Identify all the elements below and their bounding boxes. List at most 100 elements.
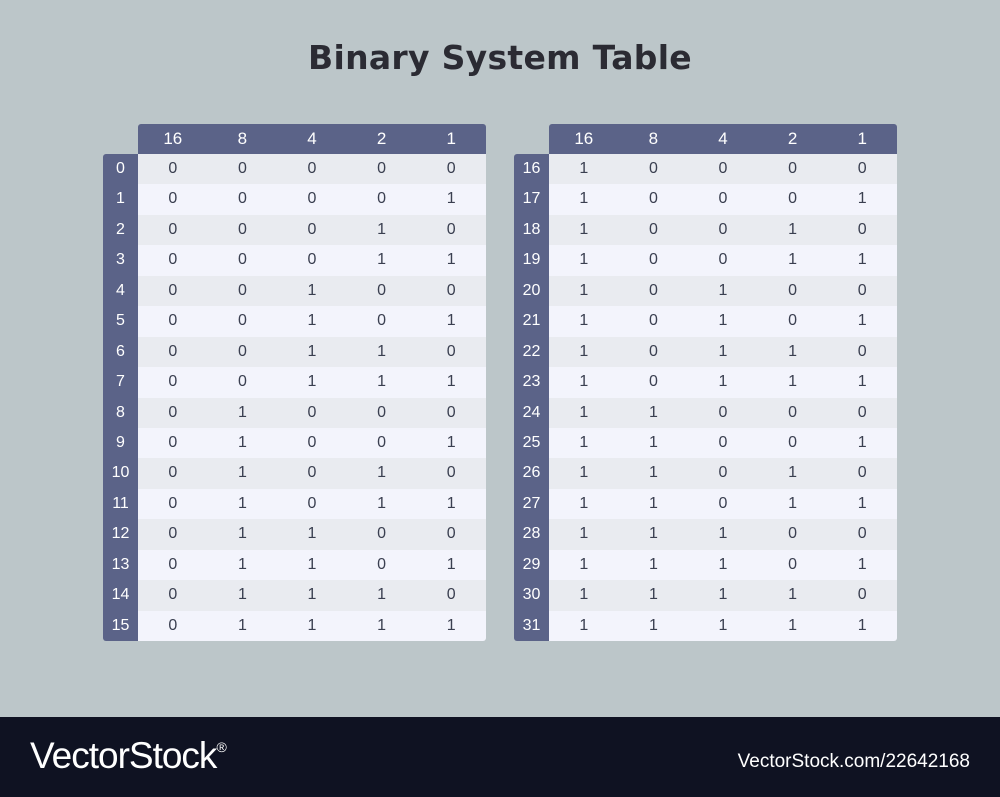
bit-cell: 0 <box>168 525 178 543</box>
bit-cell: 1 <box>788 373 798 391</box>
bit-cell: 0 <box>446 281 456 299</box>
row-label: 12 <box>111 525 130 543</box>
bit-cell: 1 <box>579 525 589 543</box>
bit-cell: 1 <box>718 525 728 543</box>
row-label: 6 <box>116 342 125 360</box>
row-label: 4 <box>116 281 125 299</box>
bit-cell: 0 <box>168 160 178 177</box>
bit-cell: 0 <box>237 342 247 360</box>
bit-cell: 0 <box>237 312 247 330</box>
bit-cell: 0 <box>168 342 178 360</box>
table-row: 1 1 1 1 0 <box>549 580 897 611</box>
bit-cell: 1 <box>307 555 317 573</box>
table-row: 0 0 0 0 0 <box>138 154 486 185</box>
bit-cell: 1 <box>857 494 867 512</box>
bit-cell: 1 <box>857 373 867 391</box>
table-row: 0 0 1 0 1 <box>138 306 486 337</box>
bit-cell: 0 <box>857 342 867 360</box>
bit-cell: 0 <box>168 616 178 634</box>
row-label: 16 <box>522 160 541 177</box>
table-row: 1 0 0 1 0 <box>549 214 897 246</box>
bit-cell: 1 <box>857 251 867 269</box>
table-body: 0 0 0 0 0 0 0 0 0 1 0 0 0 1 0 0 0 0 1 1 0 0 1 0 0 0 0 1 0 1 0 0 1 1 0 0 0 1 1 1… <box>138 154 486 641</box>
bit-cell: 0 <box>377 160 387 177</box>
bit-cell: 1 <box>579 312 589 330</box>
bit-cell: 1 <box>648 525 658 543</box>
header-cell: 2 <box>787 129 798 148</box>
bit-cell: 0 <box>446 342 456 360</box>
bit-cell: 0 <box>446 160 456 177</box>
table-row: 1 0 0 0 1 <box>549 184 897 215</box>
header-cell: 8 <box>648 129 659 148</box>
bit-cell: 0 <box>648 312 658 330</box>
row-label: 21 <box>522 312 541 330</box>
bit-cell: 1 <box>446 373 456 391</box>
bit-cell: 0 <box>237 220 247 238</box>
bit-cell: 1 <box>446 494 456 512</box>
bit-cell: 1 <box>377 464 387 482</box>
bit-cell: 1 <box>237 433 247 451</box>
bit-cell: 1 <box>307 525 317 543</box>
row-label: 20 <box>522 281 541 299</box>
bit-cell: 0 <box>168 586 178 604</box>
table-row: 1 1 0 1 0 <box>549 458 897 489</box>
watermark-footer: VectorStock® VectorStock.com/22642168 <box>0 717 1000 797</box>
logo-text: VectorStock <box>30 735 217 776</box>
bit-cell: 1 <box>718 281 728 299</box>
binary-table-right: 16 8 4 2 1 16 17 18 19 20 21 22 23 24 25 26 27 28 29 3… <box>514 124 897 641</box>
bit-cell: 0 <box>718 190 728 208</box>
bit-cell: 1 <box>237 403 247 421</box>
bit-cell: 0 <box>377 403 387 421</box>
bit-cell: 0 <box>718 160 728 177</box>
bit-cell: 1 <box>718 555 728 573</box>
row-label: 7 <box>116 373 125 391</box>
table-row: 1 0 1 1 1 <box>549 367 897 398</box>
table-header: 16 8 4 2 1 <box>549 124 897 154</box>
table-row: 0 1 0 1 1 <box>138 488 486 520</box>
bit-cell: 0 <box>446 525 456 543</box>
bit-cell: 1 <box>579 220 589 238</box>
bit-cell: 0 <box>788 525 798 543</box>
bit-cell: 1 <box>579 403 589 421</box>
bit-cell: 0 <box>718 494 728 512</box>
row-label: 3 <box>116 251 125 269</box>
row-label: 1 <box>116 190 125 208</box>
bit-cell: 1 <box>446 616 456 634</box>
bit-cell: 1 <box>718 586 728 604</box>
bit-cell: 0 <box>377 433 387 451</box>
bit-cell: 0 <box>377 281 387 299</box>
bit-cell: 0 <box>307 403 317 421</box>
page-title: Binary System Table <box>308 38 692 77</box>
bit-cell: 1 <box>579 373 589 391</box>
table-row: 1 1 0 0 1 <box>549 427 897 459</box>
bit-cell: 0 <box>307 464 317 482</box>
bit-cell: 1 <box>648 403 658 421</box>
bit-cell: 1 <box>648 464 658 482</box>
bit-cell: 1 <box>237 586 247 604</box>
bit-cell: 0 <box>377 190 387 208</box>
row-label: 23 <box>522 373 541 391</box>
vectorstock-logo: VectorStock® <box>30 735 227 777</box>
bit-cell: 0 <box>446 403 456 421</box>
bit-cell: 0 <box>648 220 658 238</box>
bit-cell: 1 <box>648 555 658 573</box>
bit-cell: 1 <box>377 616 387 634</box>
bit-cell: 1 <box>648 586 658 604</box>
table-row: 0 0 0 1 0 <box>138 214 486 246</box>
row-label: 9 <box>116 433 125 451</box>
bit-cell: 1 <box>579 464 589 482</box>
header-cell: 1 <box>857 129 867 148</box>
bit-cell: 0 <box>648 281 658 299</box>
bit-cell: 0 <box>168 312 178 330</box>
bit-cell: 1 <box>857 555 867 573</box>
bit-cell: 1 <box>648 494 658 512</box>
row-label: 31 <box>522 616 541 634</box>
bit-cell: 0 <box>168 373 178 391</box>
row-label: 27 <box>522 494 541 512</box>
table-row: 1 1 1 1 1 <box>549 610 897 641</box>
bit-cell: 0 <box>307 220 317 238</box>
row-label: 11 <box>112 494 129 512</box>
bit-cell: 1 <box>718 342 728 360</box>
table-row: 1 1 1 0 0 <box>549 519 897 550</box>
bit-cell: 0 <box>168 433 178 451</box>
